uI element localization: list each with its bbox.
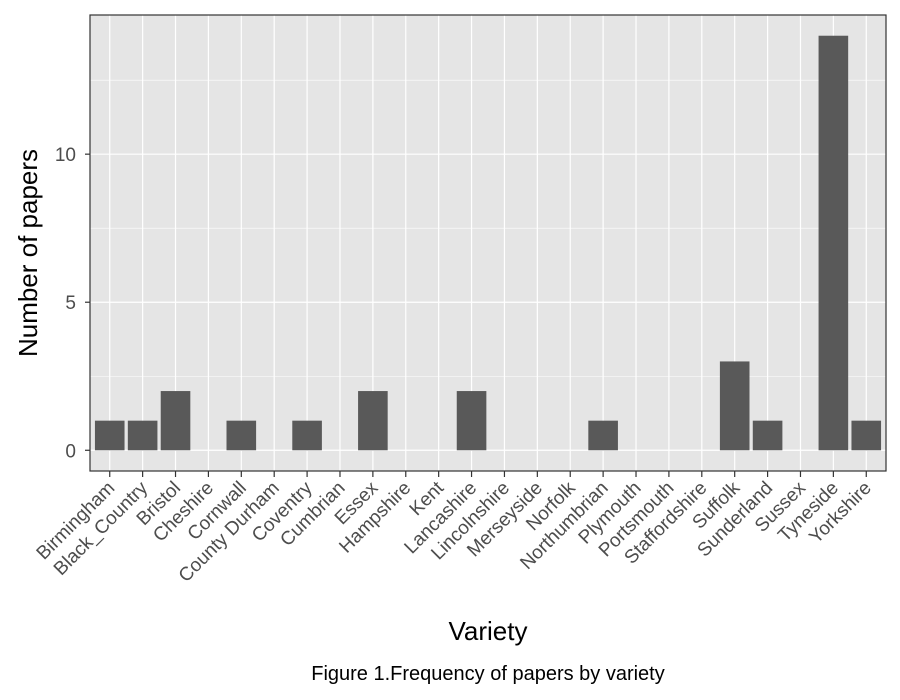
bar-birmingham	[94, 420, 125, 451]
bar-tyneside	[818, 35, 849, 451]
figure-caption: Figure 1.Frequency of papers by variety	[311, 663, 665, 685]
y-tick-label: 5	[65, 293, 76, 314]
y-axis: 0 5 10	[55, 145, 90, 462]
bar-sunderland	[752, 420, 783, 451]
bar-coventry	[292, 420, 322, 451]
x-axis-title: Variety	[449, 616, 528, 646]
plot-border	[89, 14, 887, 472]
bar-cornwall	[226, 420, 257, 451]
y-tick-label: 0	[65, 441, 76, 462]
y-axis-title: Number of papers	[13, 149, 43, 357]
bar-northumbrian	[588, 420, 618, 451]
minor-gridlines	[90, 79, 886, 377]
bar-lancashire	[456, 391, 487, 451]
plot-panel	[90, 15, 886, 471]
bar-bristol	[160, 391, 191, 451]
bar-black-country	[127, 420, 158, 451]
y-tick-label: 10	[55, 145, 76, 166]
bar-essex	[358, 391, 388, 451]
bars	[94, 35, 882, 451]
bar-suffolk	[719, 361, 750, 451]
bar-yorkshire	[851, 420, 882, 451]
x-axis: BirminghamBlack_CountryBristolCheshireCo…	[33, 471, 876, 587]
